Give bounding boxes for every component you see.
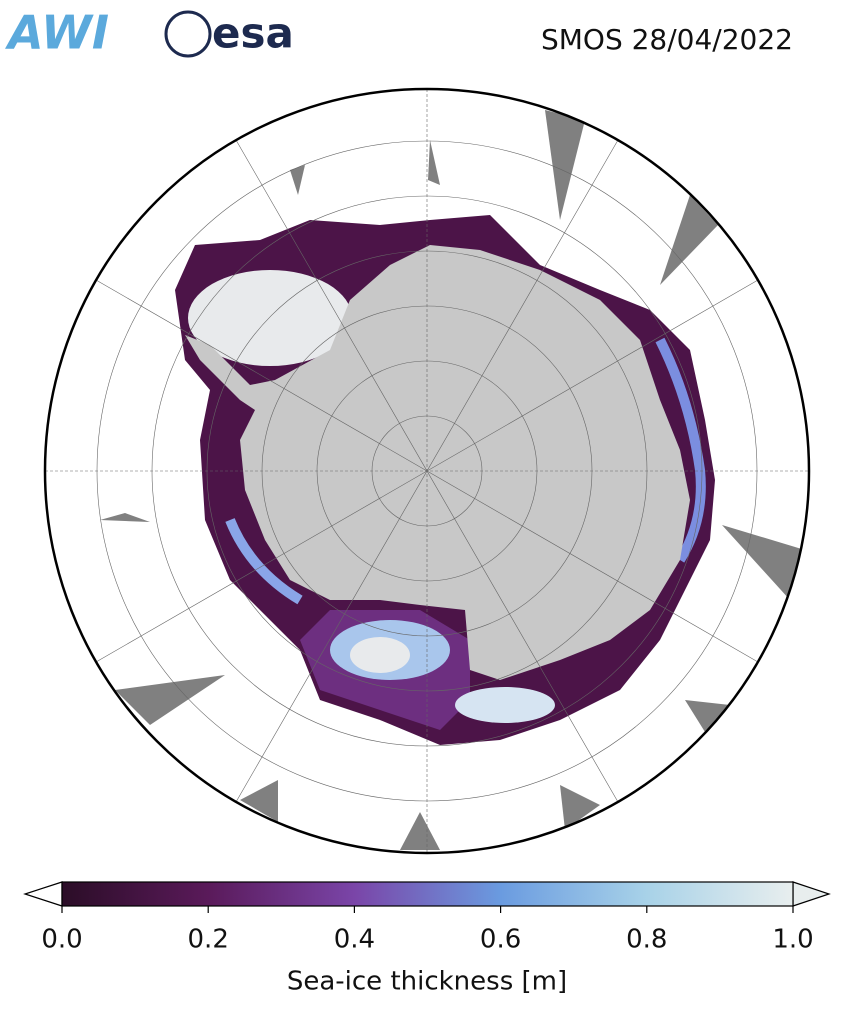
colorbar-tick-label: 0.4 — [334, 925, 375, 955]
colorbar-under — [23, 881, 63, 907]
colorbar-over — [792, 881, 831, 907]
colorbar-tick-label: 0.0 — [41, 925, 82, 955]
colorbar-tick-label: 0.8 — [626, 925, 667, 955]
antarctica — [185, 245, 690, 680]
colorbar-tick-label: 0.6 — [480, 925, 521, 955]
awi-logo: AWI — [5, 6, 109, 60]
colorbar — [23, 881, 831, 907]
colorbar-label: Sea-ice thickness [m] — [287, 967, 567, 997]
no-data — [100, 110, 805, 850]
colorbar-tick-label: 1.0 — [772, 925, 813, 955]
map-title: SMOS 28/04/2022 — [541, 23, 793, 56]
graticule — [45, 89, 809, 853]
map — [45, 89, 809, 853]
colorbar-ramp — [61, 881, 794, 907]
colorbar-tick-label: 0.2 — [188, 925, 229, 955]
esa-logo: esa — [212, 9, 294, 58]
map-frame — [43, 87, 811, 855]
esa-emblem — [164, 10, 212, 58]
